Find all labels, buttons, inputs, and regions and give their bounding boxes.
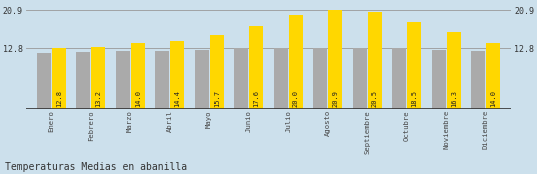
Text: 18.5: 18.5	[411, 90, 417, 107]
Bar	[195, 50, 208, 109]
Bar	[170, 41, 184, 109]
Bar	[353, 48, 367, 109]
Bar	[471, 51, 485, 109]
Bar	[37, 53, 50, 109]
Text: 16.3: 16.3	[451, 90, 457, 107]
Bar	[76, 52, 90, 109]
Bar	[210, 35, 224, 109]
Bar	[115, 51, 129, 109]
Text: 13.2: 13.2	[96, 90, 101, 107]
Bar	[155, 51, 169, 109]
Text: 20.9: 20.9	[332, 90, 338, 107]
Bar	[392, 48, 406, 109]
Bar	[234, 48, 248, 109]
Bar	[432, 50, 446, 109]
Text: 14.0: 14.0	[135, 90, 141, 107]
Bar	[487, 43, 500, 109]
Text: 15.7: 15.7	[214, 90, 220, 107]
Bar	[313, 48, 327, 109]
Bar	[91, 47, 105, 109]
Text: 17.6: 17.6	[253, 90, 259, 107]
Bar	[52, 48, 66, 109]
Text: 14.4: 14.4	[175, 90, 180, 107]
Bar	[368, 12, 382, 109]
Bar	[408, 22, 422, 109]
Bar	[274, 48, 287, 109]
Bar	[329, 10, 342, 109]
Text: 20.5: 20.5	[372, 90, 378, 107]
Text: 14.0: 14.0	[490, 90, 496, 107]
Text: 20.0: 20.0	[293, 90, 299, 107]
Text: Temperaturas Medias en abanilla: Temperaturas Medias en abanilla	[5, 162, 187, 172]
Bar	[447, 32, 461, 109]
Text: 12.8: 12.8	[56, 90, 62, 107]
Bar	[131, 43, 145, 109]
Bar	[289, 15, 303, 109]
Bar	[250, 26, 263, 109]
